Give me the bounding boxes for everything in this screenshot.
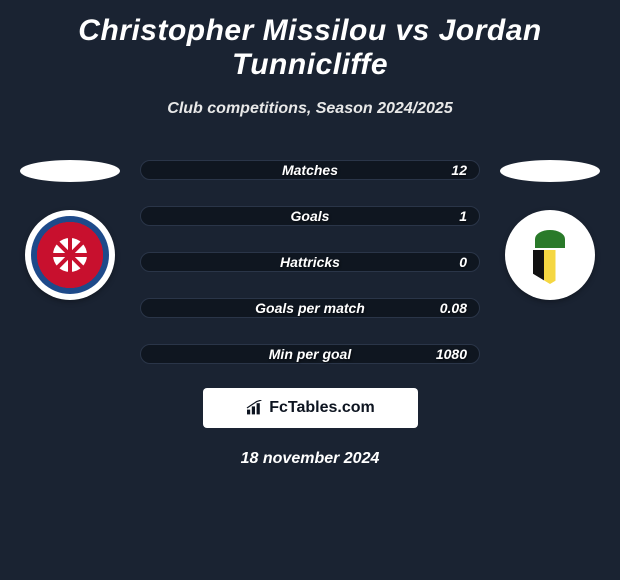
stat-label: Matches: [282, 162, 338, 178]
stat-row: Goals 1: [140, 206, 480, 226]
stat-row: Goals per match 0.08: [140, 298, 480, 318]
left-team-badge: [25, 210, 115, 300]
stat-label: Goals per match: [255, 300, 365, 316]
stat-label: Goals: [291, 208, 330, 224]
bar-chart-icon: [245, 400, 265, 416]
stat-label: Hattricks: [280, 254, 340, 270]
right-ellipse: [500, 160, 600, 182]
left-ellipse: [20, 160, 120, 182]
stat-row: Hattricks 0: [140, 252, 480, 272]
right-team-badge: [505, 210, 595, 300]
comparison-card: Christopher Missilou vs Jordan Tunniclif…: [0, 0, 620, 468]
solihull-badge-icon: [511, 216, 589, 294]
stat-label: Min per goal: [269, 346, 351, 362]
stat-value-right: 1080: [436, 346, 467, 362]
stat-value-right: 1: [459, 208, 467, 224]
brand-text: FcTables.com: [269, 399, 375, 417]
stat-value-right: 0: [459, 254, 467, 270]
wheel-icon: [48, 233, 92, 277]
shield-icon: [533, 250, 567, 284]
stat-row: Min per goal 1080: [140, 344, 480, 364]
subtitle: Club competitions, Season 2024/2025: [0, 100, 620, 118]
stat-value-right: 0.08: [440, 300, 467, 316]
tree-icon: [535, 230, 565, 248]
main-row: Matches 12 Goals 1 Hattricks 0 Goals per match…: [0, 160, 620, 364]
date-label: 18 november 2024: [0, 450, 620, 468]
stats-list: Matches 12 Goals 1 Hattricks 0 Goals per match…: [140, 160, 480, 364]
hartlepool-badge-icon: [31, 216, 109, 294]
page-title: Christopher Missilou vs Jordan Tunniclif…: [0, 8, 620, 86]
stat-value-right: 12: [451, 162, 467, 178]
left-side: [20, 160, 120, 300]
stat-row: Matches 12: [140, 160, 480, 180]
right-side: [500, 160, 600, 300]
brand-box[interactable]: FcTables.com: [203, 388, 418, 428]
